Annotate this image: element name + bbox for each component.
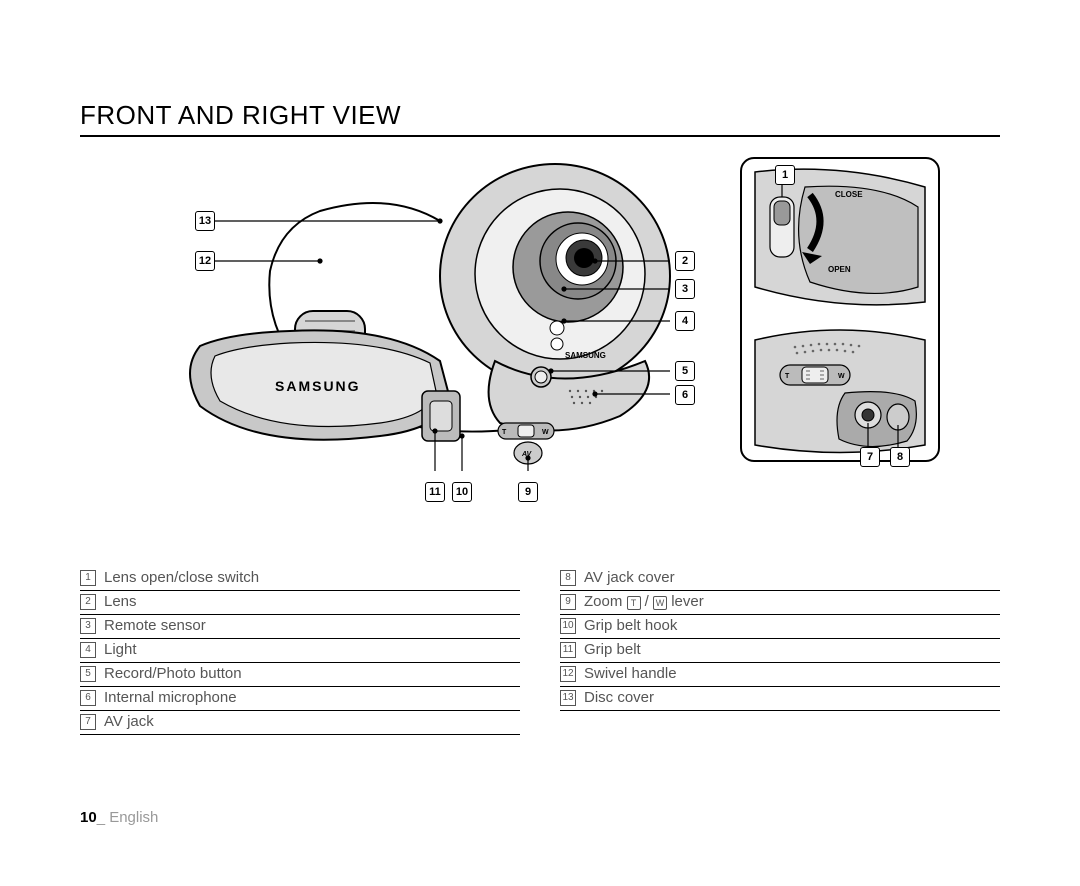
legend-label: Grip belt hook — [584, 617, 677, 634]
legend-row: 11 Grip belt — [560, 639, 1000, 663]
svg-text:T: T — [785, 373, 790, 380]
svg-text:CLOSE: CLOSE — [835, 190, 863, 199]
inset-bottom-jacks: T W 7 8 — [750, 315, 930, 455]
manual-page: FRONT AND RIGHT VIEW — [0, 0, 1080, 886]
legend-num: 8 — [560, 570, 576, 586]
legend-row: 10 Grip belt hook — [560, 615, 1000, 639]
legend-label: Lens — [104, 593, 137, 610]
page-footer: 10_ English — [80, 809, 158, 826]
page-language: _ English — [97, 809, 159, 826]
zoom-t-icon: T — [627, 596, 641, 610]
callout-5: 5 — [675, 361, 695, 381]
legend-num: 7 — [80, 714, 96, 730]
legend-row: 5 Record/Photo button — [80, 663, 520, 687]
legend-num: 5 — [80, 666, 96, 682]
legend-row: 7 AV jack — [80, 711, 520, 735]
legend-label: AV jack cover — [584, 569, 675, 586]
legend-row: 2 Lens — [80, 591, 520, 615]
callout-4: 4 — [675, 311, 695, 331]
legend-row: 4 Light — [80, 639, 520, 663]
zoom-w-icon: W — [653, 596, 667, 610]
svg-text:OPEN: OPEN — [828, 265, 851, 274]
legend-label: Internal microphone — [104, 689, 237, 706]
legend-right-column: 8 AV jack cover 9 Zoom T / W lever 10 Grip… — [560, 567, 1000, 735]
legend-label: Remote sensor — [104, 617, 206, 634]
legend-columns: 1 Lens open/close switch 2 Lens 3 Remote se… — [80, 567, 1000, 735]
callout-3: 3 — [675, 279, 695, 299]
page-number: 10 — [80, 809, 97, 826]
legend-row: 9 Zoom T / W lever — [560, 591, 1000, 615]
legend-num: 10 — [560, 618, 576, 634]
legend-row: 13 Disc cover — [560, 687, 1000, 711]
legend-num: 3 — [80, 618, 96, 634]
callout-8: 8 — [890, 447, 910, 467]
callout-1: 1 — [775, 165, 795, 185]
legend-num: 4 — [80, 642, 96, 658]
legend-label: Zoom T / W lever — [584, 593, 704, 610]
legend-row: 8 AV jack cover — [560, 567, 1000, 591]
diagram-area: SAMSUNG SAMSUNG T W AV — [80, 147, 1000, 517]
side-inset-panel: CLOSE OPEN 1 — [740, 157, 940, 462]
legend-num: 2 — [80, 594, 96, 610]
legend-num: 12 — [560, 666, 576, 682]
callout-7: 7 — [860, 447, 880, 467]
legend-num: 13 — [560, 690, 576, 706]
callout-10: 10 — [452, 482, 472, 502]
legend-num: 9 — [560, 594, 576, 610]
callout-9: 9 — [518, 482, 538, 502]
legend-label: Disc cover — [584, 689, 654, 706]
legend-label: Lens open/close switch — [104, 569, 259, 586]
legend-num: 1 — [80, 570, 96, 586]
legend-num: 11 — [560, 642, 576, 658]
legend-label: Swivel handle — [584, 665, 677, 682]
legend-row: 12 Swivel handle — [560, 663, 1000, 687]
callout-13: 13 — [195, 211, 215, 231]
legend-label: Light — [104, 641, 137, 658]
legend-label: AV jack — [104, 713, 154, 730]
callout-6: 6 — [675, 385, 695, 405]
callout-2: 2 — [675, 251, 695, 271]
legend-row: 1 Lens open/close switch — [80, 567, 520, 591]
inset-top-open-close: CLOSE OPEN 1 — [750, 167, 930, 307]
callout-12: 12 — [195, 251, 215, 271]
legend-label: Grip belt — [584, 641, 641, 658]
legend-num: 6 — [80, 690, 96, 706]
svg-text:W: W — [838, 373, 845, 380]
legend-label: Record/Photo button — [104, 665, 242, 682]
callout-11: 11 — [425, 482, 445, 502]
legend-left-column: 1 Lens open/close switch 2 Lens 3 Remote se… — [80, 567, 520, 735]
section-heading: FRONT AND RIGHT VIEW — [80, 100, 1000, 137]
legend-row: 3 Remote sensor — [80, 615, 520, 639]
legend-row: 6 Internal microphone — [80, 687, 520, 711]
